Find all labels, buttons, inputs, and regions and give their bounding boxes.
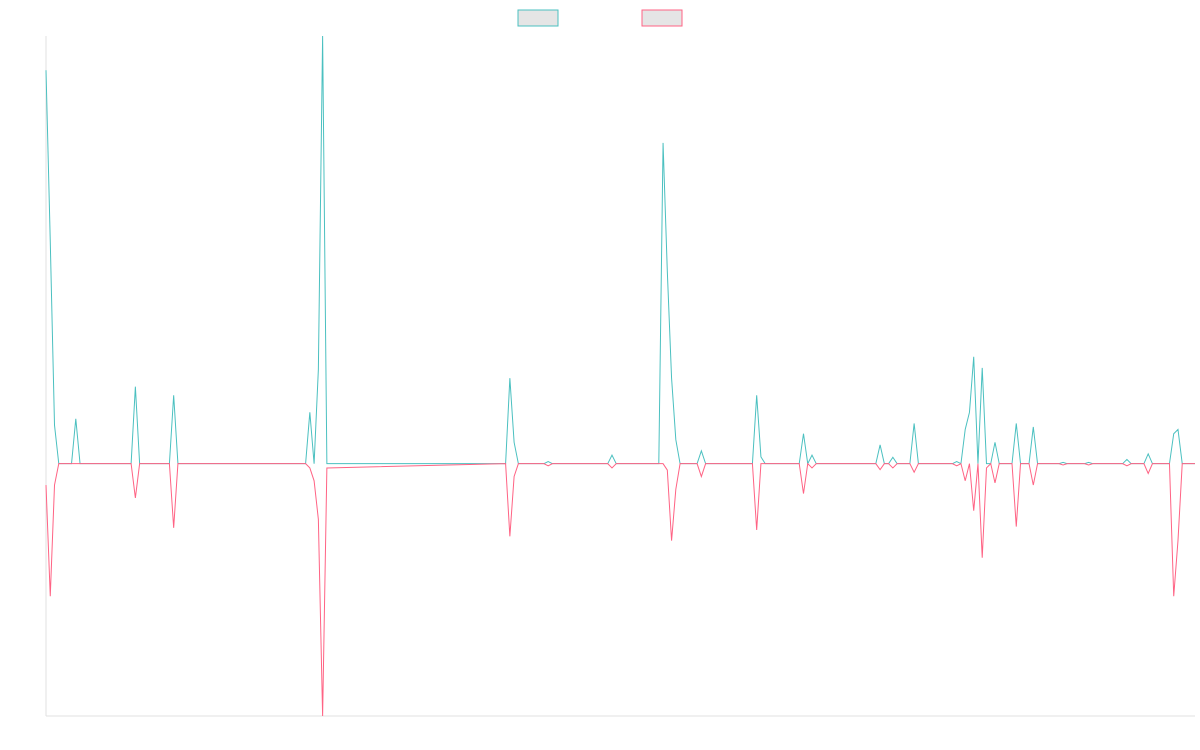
legend-swatch[interactable] [641, 9, 683, 27]
legend-swatch[interactable] [517, 9, 559, 27]
data-line [45, 35, 1195, 466]
data-line [45, 462, 1195, 717]
